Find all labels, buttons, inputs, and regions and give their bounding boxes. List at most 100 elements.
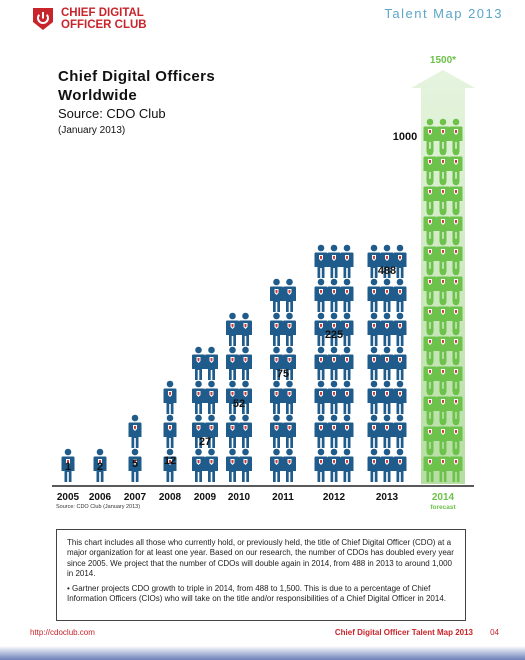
x-tick-label-2014: 2014 xyxy=(432,492,455,503)
person-icon xyxy=(327,312,341,346)
person-icon xyxy=(283,346,296,380)
person-icon xyxy=(393,312,407,346)
person-icon xyxy=(393,380,407,414)
person-icon xyxy=(449,358,463,392)
forecast-label: forecast xyxy=(430,504,456,511)
x-tick-label-2006: 2006 xyxy=(89,492,112,503)
person-icon xyxy=(393,278,407,312)
x-tick-label-2013: 2013 xyxy=(376,492,399,503)
bar-2012 xyxy=(314,244,354,482)
info-paragraph: This chart includes all those who curren… xyxy=(67,538,454,578)
person-icon xyxy=(436,268,450,302)
person-icon xyxy=(226,346,239,380)
bar-2006 xyxy=(93,448,107,482)
person-icon xyxy=(270,312,283,346)
power-icon xyxy=(33,8,53,30)
person-icon xyxy=(93,448,107,482)
person-icon xyxy=(393,414,407,448)
person-icon xyxy=(239,346,252,380)
footer-title: Chief Digital Officer Talent Map 2013 xyxy=(334,628,473,637)
person-icon xyxy=(163,448,177,482)
person-icon xyxy=(314,278,328,312)
person-icon xyxy=(128,448,142,482)
person-icon xyxy=(327,346,341,380)
chart-source-note: Source: CDO Club (January 2013) xyxy=(56,504,141,510)
person-icon xyxy=(380,244,394,278)
footer-url[interactable]: http://cdoclub.com xyxy=(30,628,95,637)
person-icon xyxy=(340,380,354,414)
logo-line1: CHIEF DIGITAL xyxy=(61,7,144,19)
logo-line2: OFFICER CLUB xyxy=(61,19,147,31)
bar-2011 xyxy=(270,278,296,482)
person-icon xyxy=(393,244,407,278)
person-icon xyxy=(449,298,463,332)
person-icon xyxy=(283,448,296,482)
person-icon xyxy=(327,414,341,448)
chart-date: (January 2013) xyxy=(58,125,126,136)
person-icon xyxy=(449,448,463,482)
x-tick-label-2010: 2010 xyxy=(228,492,251,503)
person-icon xyxy=(340,278,354,312)
person-icon xyxy=(423,268,437,302)
person-icon xyxy=(270,448,283,482)
person-icon xyxy=(393,448,407,482)
person-icon xyxy=(270,346,283,380)
person-icon xyxy=(436,388,450,422)
person-icon xyxy=(205,448,218,482)
x-tick-label-2008: 2008 xyxy=(159,492,182,503)
person-icon xyxy=(327,448,341,482)
person-icon xyxy=(270,380,283,414)
page-number: 04 xyxy=(490,628,499,637)
person-icon xyxy=(270,278,283,312)
header-title: Talent Map 2013 xyxy=(384,6,503,21)
person-icon xyxy=(314,244,328,278)
person-icon xyxy=(367,414,381,448)
person-icon xyxy=(205,346,218,380)
person-icon xyxy=(340,448,354,482)
person-icon xyxy=(314,448,328,482)
person-icon xyxy=(436,448,450,482)
person-icon xyxy=(239,312,252,346)
person-icon xyxy=(239,448,252,482)
chart-subtitle: Source: CDO Club xyxy=(58,106,166,121)
person-icon xyxy=(367,312,381,346)
value-label-2008: 12 xyxy=(164,455,176,467)
person-icon xyxy=(380,346,394,380)
bar-2014-forecast xyxy=(423,118,463,482)
person-icon xyxy=(380,414,394,448)
person-icon xyxy=(314,312,328,346)
person-icon xyxy=(314,380,328,414)
person-icon xyxy=(270,414,283,448)
person-icon xyxy=(449,388,463,422)
person-icon xyxy=(226,414,239,448)
person-icon xyxy=(380,312,394,346)
person-icon xyxy=(283,380,296,414)
person-icon xyxy=(436,178,450,212)
logo: CHIEF DIGITAL OFFICER CLUB xyxy=(30,6,147,32)
person-icon xyxy=(283,312,296,346)
bar-2008 xyxy=(163,380,177,482)
person-icon xyxy=(192,448,205,482)
chart-title: Chief Digital Officers Worldwide xyxy=(58,68,216,104)
bar-2013 xyxy=(367,244,407,482)
person-icon xyxy=(192,346,205,380)
value-label-2007: 5 xyxy=(132,458,138,470)
info-bullet: • Gartner projects CDO growth to triple … xyxy=(67,584,446,604)
person-icon xyxy=(226,448,239,482)
value-label-2009: 27 xyxy=(199,436,211,448)
value-label-2011: 75 xyxy=(277,368,289,380)
forecast-value-label: 1500* xyxy=(430,55,456,66)
bar-2005 xyxy=(61,448,75,482)
footer-bar xyxy=(0,646,525,660)
person-icon xyxy=(226,312,239,346)
person-icon xyxy=(367,278,381,312)
value-label-2012: 225 xyxy=(325,329,343,341)
info-box: This chart includes all those who curren… xyxy=(56,529,466,621)
value-label-2013: 488 xyxy=(378,265,396,277)
person-icon xyxy=(163,380,177,414)
person-icon xyxy=(314,346,328,380)
x-tick-label-2012: 2012 xyxy=(323,492,346,503)
person-icon xyxy=(340,312,354,346)
value-label-2006: 2 xyxy=(97,461,103,473)
person-icon xyxy=(239,380,252,414)
